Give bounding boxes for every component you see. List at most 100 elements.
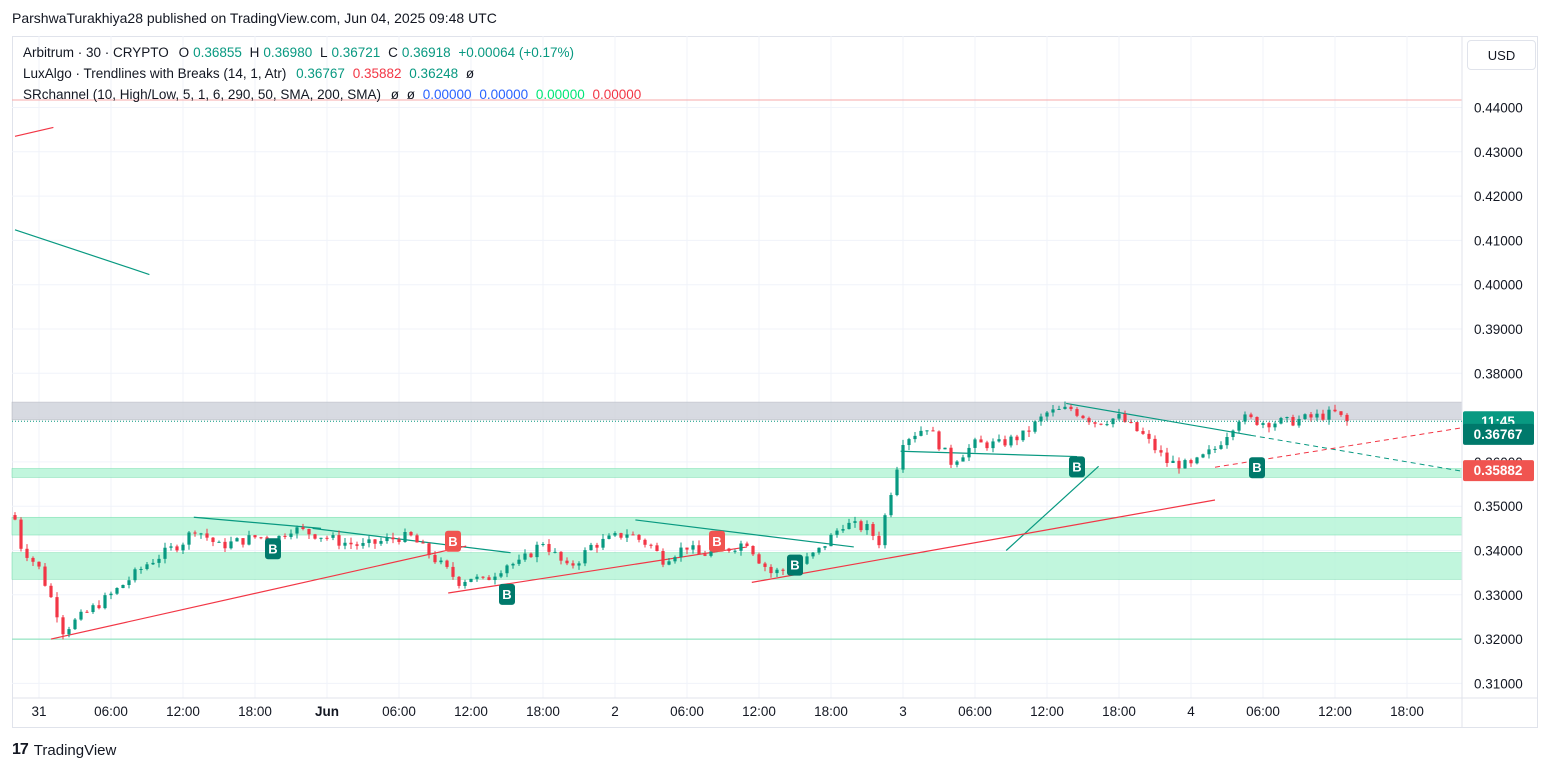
candle [355,541,359,550]
candle-body [367,539,371,544]
candle [673,555,677,564]
candle-body [385,537,389,542]
break-marker-label: B [712,534,721,549]
tradingview-footer[interactable]: 17 TradingView [12,741,116,759]
candle [1213,446,1217,453]
candle-body [109,593,113,596]
candle [1321,409,1325,422]
candle-body [955,461,959,465]
candle [823,546,827,551]
candle-body [373,539,377,544]
published-header: ParshwaTurakhiya28 published on TradingV… [12,10,497,26]
candle-body [217,541,221,543]
candle [1153,435,1157,454]
candle [1219,441,1223,450]
legend-lux-v1: 0.36767 [296,66,345,81]
candle-body [841,529,845,531]
candle-body [883,515,887,546]
candle [301,523,305,531]
candle [1111,418,1115,428]
candle [487,575,491,581]
time-tick-label: 18:00 [1390,704,1424,719]
candle-body [427,543,431,556]
candle-body [1339,411,1343,415]
candle [601,534,605,551]
candle-body [973,439,977,448]
candle [349,537,353,550]
candle [655,542,659,552]
candle [31,556,35,566]
candle [427,542,431,559]
candle-body [889,495,893,516]
candle-body [55,597,59,618]
candle-body [1123,413,1127,423]
candle [379,537,383,546]
candle-body [553,551,557,553]
candle-body [1129,422,1133,424]
candle [421,539,425,544]
legend-sr-name[interactable]: SRchannel (10, High/Low, 5, 1, 6, 290, 5… [23,87,381,102]
candle [1315,409,1319,422]
candle [883,513,887,549]
candle [175,544,179,553]
candle-body [1099,423,1103,425]
candle-body [409,531,413,536]
candle-body [349,542,353,545]
candle [451,562,455,580]
time-tick-label: 06:00 [382,704,416,719]
legend-low-label: L [319,45,328,60]
legend-symbol[interactable]: Arbitrum · 30 · CRYPTO [23,45,169,60]
candle [211,537,215,547]
candle [817,547,821,555]
candle [1201,453,1205,459]
break-marker-box [499,583,515,605]
candle-body [487,577,491,581]
candle-body [451,566,455,577]
candle-body [871,524,875,536]
candle-body [1207,449,1211,455]
time-tick-label: Jun [315,704,339,719]
candle [385,533,389,544]
legend-lux-name[interactable]: LuxAlgo · Trendlines with Breaks (14, 1,… [23,66,287,81]
candle-body [679,547,683,558]
break-marker-label: B [448,534,457,549]
currency-button[interactable]: USD [1467,40,1536,70]
candle-body [865,524,869,531]
candle-body [415,535,419,543]
candle [1051,404,1055,417]
candle-body [667,561,671,565]
trendline-down [1005,465,1100,551]
candle-body [1075,409,1079,416]
candle [745,541,749,547]
candle-body [673,557,677,562]
candle-body [691,545,695,550]
trendline-projection-up [1214,427,1463,468]
candle [643,538,647,548]
legend-close-value: 0.36918 [401,45,451,60]
candle-body [481,576,485,578]
time-tick-label: 12:00 [1318,704,1352,719]
candle [331,532,335,541]
candle [343,537,347,550]
candle [67,626,71,638]
candle [1345,413,1349,426]
candle-body [1273,423,1277,428]
candle-body [343,542,347,546]
time-tick-label: 06:00 [1246,704,1280,719]
candle-body [1039,416,1043,422]
candle [937,430,941,451]
candle-body [1171,460,1175,463]
candle [877,531,881,549]
candle-body [457,576,461,586]
candle [691,540,695,554]
candle [1171,455,1175,464]
candle-body [1153,438,1157,451]
break-marker-label: B [502,587,511,602]
candle [1189,458,1193,467]
legend-sr-n2: ø [406,87,415,102]
candle-body [85,611,89,613]
candle [1141,427,1145,435]
candle-body [1147,433,1151,439]
tradingview-logo-icon: 17 [12,741,29,758]
